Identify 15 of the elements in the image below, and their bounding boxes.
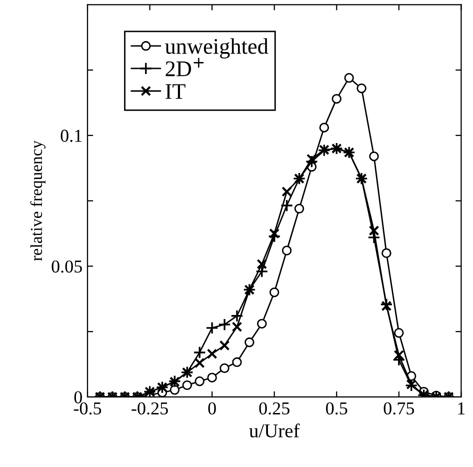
y-tick-label: 0 (74, 391, 82, 404)
x-axis-title: u/Uref (249, 424, 300, 438)
x-tick-label: 1 (458, 402, 465, 414)
y-tick-label: 0.05 (52, 260, 82, 273)
x-tick-label: 0 (208, 402, 216, 415)
legend-label: IT (166, 84, 186, 99)
y-tick-label: 0.1 (60, 130, 82, 142)
y-axis-title: relative frequency (30, 140, 46, 261)
legend-label: unweighted (165, 38, 268, 58)
x-tick-label: 0.5 (326, 402, 348, 415)
x-tick-label: 0.25 (259, 402, 290, 415)
legend-label: 2D$^{+}$ (166, 58, 204, 76)
x-tick-label: -0.5 (74, 402, 102, 415)
x-tick-label: 0.75 (384, 402, 414, 415)
x-tick-label: -0.25 (132, 402, 168, 415)
